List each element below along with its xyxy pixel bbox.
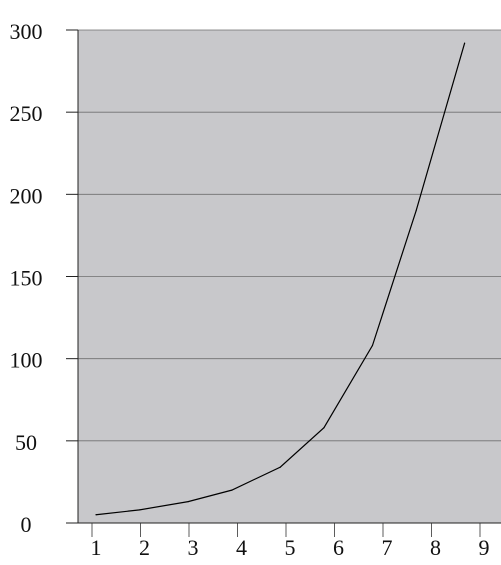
axes (77, 30, 501, 524)
data-point (139, 509, 141, 511)
x-tick-label: 6 (333, 535, 344, 560)
series-group (95, 42, 466, 516)
data-point (95, 514, 97, 516)
x-axis-tick-labels: 1 2 3 4 5 6 7 8 9 (91, 535, 490, 560)
data-point (371, 344, 374, 347)
y-tick-label: 0 (21, 512, 32, 537)
gridlines (66, 29, 501, 524)
x-tick-label: 4 (236, 535, 247, 560)
y-tick-label: 50 (15, 430, 37, 455)
x-tick-label: 7 (382, 535, 393, 560)
y-tick-label: 100 (10, 348, 43, 373)
data-point (187, 501, 189, 503)
x-tick-label: 8 (430, 535, 441, 560)
data-point (279, 466, 281, 468)
y-axis-tick-labels: 0 50 100 150 200 250 300 (10, 19, 43, 537)
y-tick-label: 250 (10, 101, 43, 126)
data-point (464, 42, 466, 44)
x-axis-ticks (91, 523, 481, 537)
x-tick-label: 2 (139, 535, 150, 560)
y-tick-label: 300 (10, 19, 43, 44)
x-tick-label: 3 (188, 535, 199, 560)
x-tick-label: 5 (285, 535, 296, 560)
data-point (231, 489, 233, 491)
x-tick-label: 1 (91, 535, 102, 560)
data-point (323, 427, 325, 429)
y-tick-label: 150 (10, 266, 43, 291)
y-tick-label: 200 (10, 183, 43, 208)
x-tick-label: 9 (479, 535, 490, 560)
data-point (415, 210, 417, 212)
